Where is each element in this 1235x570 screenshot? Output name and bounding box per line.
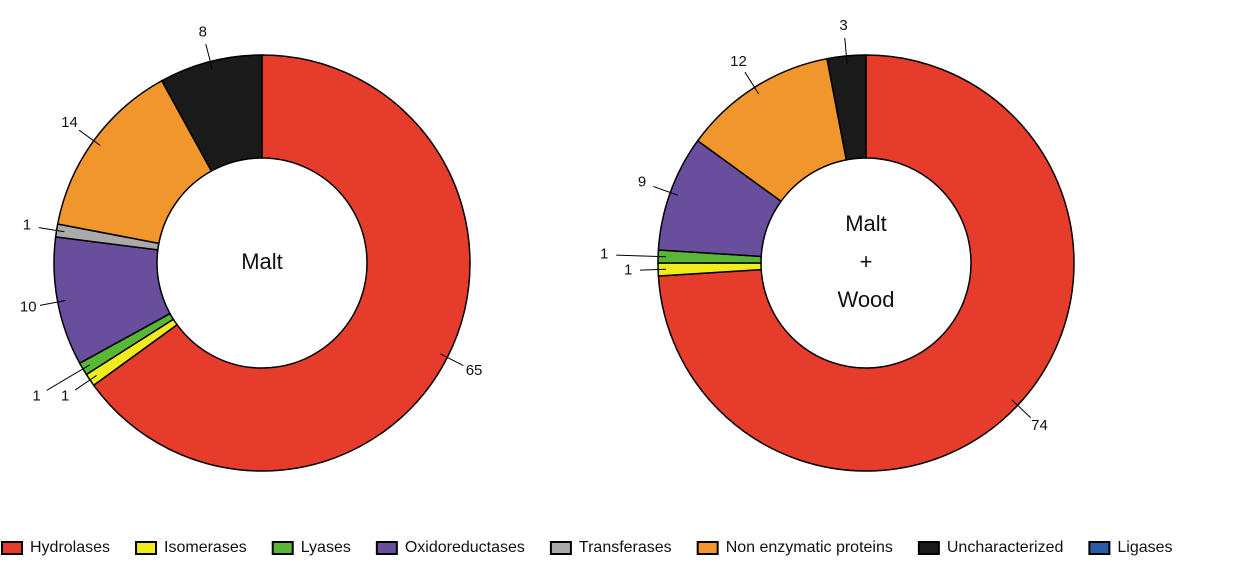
value-label: 1 bbox=[600, 246, 608, 263]
value-label: 1 bbox=[624, 261, 632, 278]
leader-line bbox=[46, 364, 91, 391]
leader-line bbox=[744, 71, 760, 95]
donut-slice bbox=[160, 54, 263, 173]
legend-swatch bbox=[696, 541, 719, 555]
value-label: 14 bbox=[61, 114, 78, 131]
legend-label: Isomerases bbox=[164, 539, 247, 556]
legend-swatch bbox=[1, 541, 23, 555]
leader-line bbox=[38, 227, 65, 233]
donut-slice bbox=[657, 54, 1075, 472]
value-label: 3 bbox=[839, 17, 847, 34]
legend-label: Uncharacterized bbox=[947, 539, 1064, 556]
value-label: 1 bbox=[23, 217, 31, 234]
leader-line bbox=[74, 375, 97, 391]
legend-swatch bbox=[1088, 541, 1111, 555]
leader-line bbox=[78, 129, 101, 146]
value-label: 9 bbox=[638, 173, 646, 190]
donut-slice bbox=[826, 54, 867, 161]
center-label: Malt bbox=[241, 249, 283, 274]
leader-line bbox=[844, 37, 848, 64]
leader-line bbox=[616, 254, 667, 258]
value-label: 12 bbox=[730, 53, 747, 70]
value-label: 8 bbox=[199, 23, 207, 40]
leader-line bbox=[653, 185, 678, 196]
value-label: 1 bbox=[61, 388, 69, 405]
legend-swatch bbox=[917, 541, 940, 555]
leader-line bbox=[39, 299, 66, 306]
legend-swatch bbox=[375, 541, 398, 555]
leader-line bbox=[640, 268, 667, 271]
legend-swatch bbox=[549, 541, 572, 555]
center-label: + bbox=[860, 249, 873, 274]
legend-label: Hydrolases bbox=[30, 539, 110, 556]
value-label: 74 bbox=[1031, 417, 1048, 434]
leader-line bbox=[205, 43, 213, 70]
legend-label: Transferases bbox=[579, 539, 672, 556]
legend-label: Ligases bbox=[1117, 539, 1172, 556]
donut-slice bbox=[56, 79, 213, 245]
donut-slice bbox=[92, 54, 471, 472]
legend-swatch bbox=[271, 541, 294, 555]
center-label: Wood bbox=[837, 287, 894, 312]
value-label: 65 bbox=[466, 362, 483, 379]
value-label: 1 bbox=[32, 387, 40, 404]
legend-label: Oxidoreductases bbox=[405, 539, 525, 556]
legend-swatch bbox=[135, 541, 158, 555]
leader-line bbox=[439, 353, 464, 367]
legend-label: Lyases bbox=[301, 539, 351, 556]
value-label: 10 bbox=[20, 299, 37, 316]
center-label: Malt bbox=[845, 211, 887, 236]
leader-line bbox=[1011, 399, 1032, 419]
legend-label: Non enzymatic proteins bbox=[726, 539, 893, 556]
